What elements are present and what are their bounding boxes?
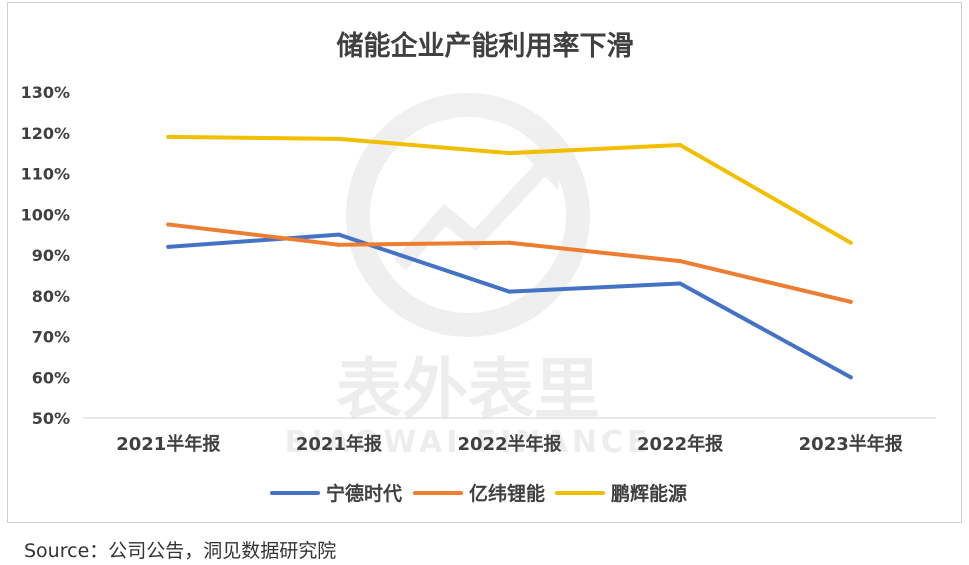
data-point bbox=[678, 142, 683, 147]
data-point bbox=[507, 151, 512, 156]
data-point bbox=[678, 259, 683, 264]
x-tick-label: 2021年报 bbox=[296, 433, 382, 455]
x-tick-label: 2023半年报 bbox=[799, 433, 903, 455]
data-point bbox=[848, 375, 853, 380]
data-point bbox=[336, 232, 341, 237]
data-point bbox=[848, 299, 853, 304]
watermark-en: BIAOWAI FINANCE bbox=[285, 425, 652, 460]
data-point bbox=[507, 289, 512, 294]
chart-title: 储能企业产能利用率下滑 bbox=[337, 30, 634, 62]
legend-label-2: 鹏辉能源 bbox=[611, 482, 687, 505]
data-point bbox=[336, 242, 341, 247]
data-point bbox=[507, 240, 512, 245]
data-point bbox=[166, 134, 171, 139]
x-tick-label: 2022年报 bbox=[637, 433, 723, 455]
legend-label-1: 亿纬锂能 bbox=[469, 482, 545, 505]
watermark-arrow bbox=[394, 159, 551, 271]
y-axis-ticks: 50% 60% 70% 80% 90% 100% 110% 120% 130% bbox=[21, 83, 70, 428]
x-tick-label: 2021半年报 bbox=[116, 433, 220, 455]
y-tick-label: 130% bbox=[21, 83, 70, 102]
watermark-cn: 表外表里 bbox=[336, 351, 600, 428]
y-tick-label: 120% bbox=[21, 124, 70, 143]
source-note: Source：公司公告，洞见数据研究院 bbox=[24, 540, 337, 562]
x-tick-label: 2022半年报 bbox=[457, 433, 561, 455]
data-point bbox=[166, 222, 171, 227]
x-axis-ticks: 2021半年报 2021年报 2022半年报 2022年报 2023半年报 bbox=[116, 433, 903, 455]
y-tick-label: 70% bbox=[32, 328, 70, 347]
y-tick-label: 60% bbox=[32, 368, 70, 387]
y-tick-label: 110% bbox=[21, 165, 70, 184]
watermark-arrow-head bbox=[520, 145, 565, 190]
y-tick-label: 80% bbox=[32, 287, 70, 306]
data-point bbox=[166, 244, 171, 249]
y-tick-label: 50% bbox=[32, 409, 70, 428]
legend: 宁德时代 亿纬锂能 鹏辉能源 bbox=[270, 482, 687, 505]
watermark: 表外表里 BIAOWAI FINANCE bbox=[285, 93, 652, 460]
series-lines bbox=[166, 134, 853, 380]
chart-frame bbox=[7, 2, 962, 523]
data-point bbox=[678, 281, 683, 286]
y-tick-label: 100% bbox=[21, 205, 70, 224]
legend-label-0: 宁德时代 bbox=[326, 482, 402, 505]
data-point bbox=[336, 136, 341, 141]
watermark-ring bbox=[346, 93, 590, 337]
y-tick-label: 90% bbox=[32, 246, 70, 265]
line-chart: 表外表里 BIAOWAI FINANCE 储能企业产能利用率下滑 50% 60% 7… bbox=[21, 30, 936, 505]
data-point bbox=[848, 240, 853, 245]
